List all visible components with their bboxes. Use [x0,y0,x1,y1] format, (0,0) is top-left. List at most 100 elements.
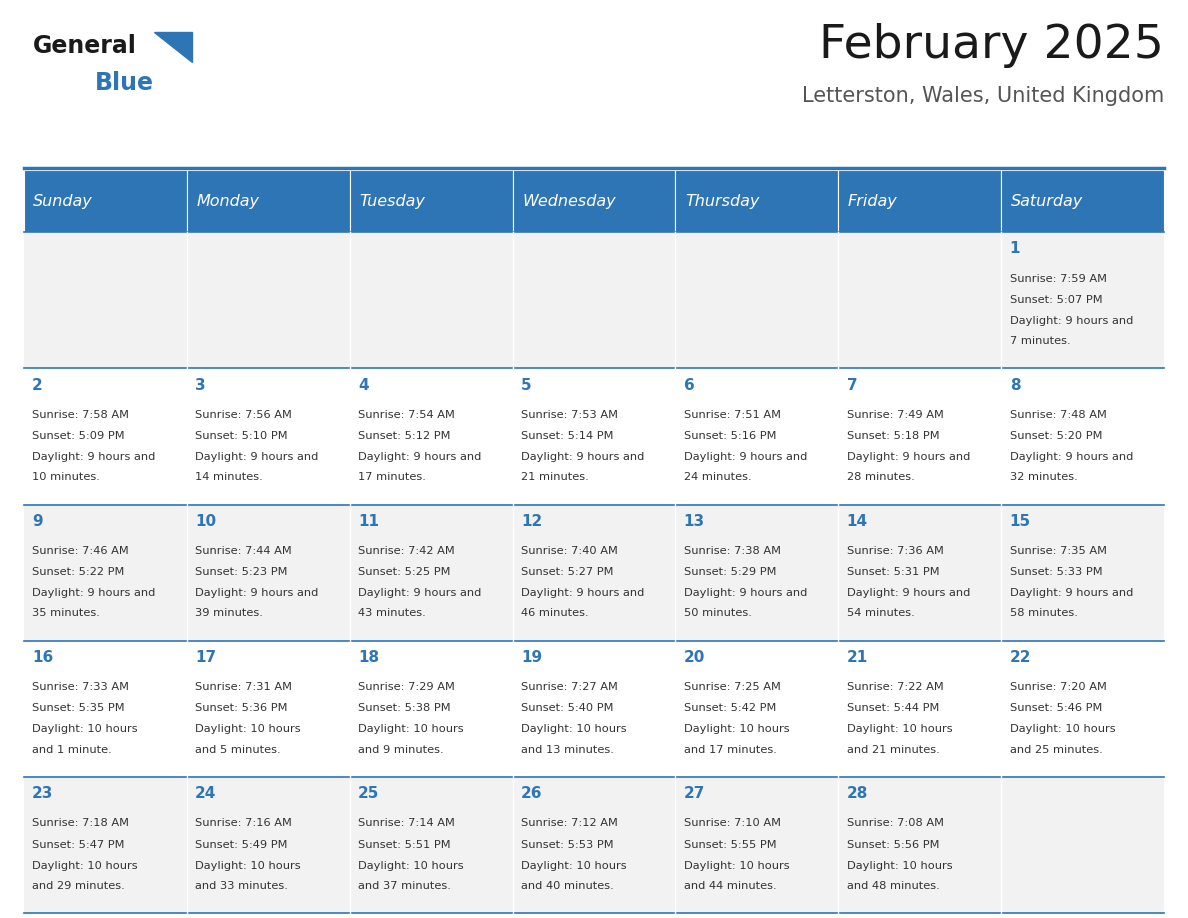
Text: 24 minutes.: 24 minutes. [684,472,751,482]
Text: 13: 13 [684,514,704,529]
Text: 17 minutes.: 17 minutes. [358,472,425,482]
Text: 58 minutes.: 58 minutes. [1010,609,1078,619]
Text: 8: 8 [1010,377,1020,393]
Text: and 33 minutes.: and 33 minutes. [195,881,287,890]
Text: Sunrise: 7:33 AM: Sunrise: 7:33 AM [32,682,129,692]
Text: Sunrise: 7:38 AM: Sunrise: 7:38 AM [684,546,781,556]
Text: Wednesday: Wednesday [522,194,615,208]
Text: Daylight: 9 hours and: Daylight: 9 hours and [32,588,156,599]
Text: 25: 25 [358,787,379,801]
Text: Sunset: 5:18 PM: Sunset: 5:18 PM [847,431,940,441]
Text: 1: 1 [1010,241,1020,256]
Text: Sunrise: 7:18 AM: Sunrise: 7:18 AM [32,819,129,828]
Text: Daylight: 9 hours and: Daylight: 9 hours and [1010,588,1133,599]
Text: 32 minutes.: 32 minutes. [1010,472,1078,482]
Text: and 5 minutes.: and 5 minutes. [195,744,280,755]
Text: Sunset: 5:12 PM: Sunset: 5:12 PM [358,431,450,441]
Text: 21 minutes.: 21 minutes. [520,472,588,482]
Text: 16: 16 [32,650,53,666]
Text: Daylight: 9 hours and: Daylight: 9 hours and [684,588,807,599]
Text: Sunrise: 7:56 AM: Sunrise: 7:56 AM [195,409,292,420]
Text: 7: 7 [847,377,858,393]
Text: Sunrise: 7:54 AM: Sunrise: 7:54 AM [358,409,455,420]
Text: Daylight: 10 hours: Daylight: 10 hours [684,724,789,734]
Bar [24,778,1164,913]
Text: Sunset: 5:29 PM: Sunset: 5:29 PM [684,567,776,577]
Text: Sunset: 5:25 PM: Sunset: 5:25 PM [358,567,450,577]
Text: 50 minutes.: 50 minutes. [684,609,752,619]
Bar [1001,170,1164,232]
Text: Sunset: 5:09 PM: Sunset: 5:09 PM [32,431,125,441]
Text: 11: 11 [358,514,379,529]
Text: Daylight: 9 hours and: Daylight: 9 hours and [847,452,971,462]
Text: Sunset: 5:49 PM: Sunset: 5:49 PM [195,840,287,849]
Bar [24,170,187,232]
Text: Sunrise: 7:44 AM: Sunrise: 7:44 AM [195,546,292,556]
Text: Daylight: 9 hours and: Daylight: 9 hours and [358,452,481,462]
Text: 46 minutes.: 46 minutes. [520,609,588,619]
Text: Monday: Monday [196,194,259,208]
Text: Daylight: 10 hours: Daylight: 10 hours [358,861,463,870]
Text: Daylight: 10 hours: Daylight: 10 hours [32,724,138,734]
Text: Sunset: 5:27 PM: Sunset: 5:27 PM [520,567,613,577]
Text: Sunrise: 7:22 AM: Sunrise: 7:22 AM [847,682,943,692]
Text: Sunrise: 7:40 AM: Sunrise: 7:40 AM [520,546,618,556]
Text: 2: 2 [32,377,43,393]
Text: Sunrise: 7:27 AM: Sunrise: 7:27 AM [520,682,618,692]
Text: Daylight: 10 hours: Daylight: 10 hours [847,861,953,870]
Text: Sunrise: 7:10 AM: Sunrise: 7:10 AM [684,819,781,828]
Text: Daylight: 9 hours and: Daylight: 9 hours and [195,452,318,462]
Text: 26: 26 [520,787,543,801]
Text: Sunset: 5:36 PM: Sunset: 5:36 PM [195,703,287,713]
Text: and 1 minute.: and 1 minute. [32,744,112,755]
Bar [676,170,839,232]
Text: 27: 27 [684,787,706,801]
Text: 39 minutes.: 39 minutes. [195,609,263,619]
Text: 21: 21 [847,650,868,666]
Text: 22: 22 [1010,650,1031,666]
Text: and 13 minutes.: and 13 minutes. [520,744,614,755]
Text: Daylight: 10 hours: Daylight: 10 hours [195,724,301,734]
Text: Daylight: 10 hours: Daylight: 10 hours [847,724,953,734]
Bar [187,170,349,232]
Text: 54 minutes.: 54 minutes. [847,609,915,619]
Text: Sunset: 5:42 PM: Sunset: 5:42 PM [684,703,776,713]
Text: Sunset: 5:38 PM: Sunset: 5:38 PM [358,703,450,713]
Text: and 48 minutes.: and 48 minutes. [847,881,940,890]
Text: Sunrise: 7:31 AM: Sunrise: 7:31 AM [195,682,292,692]
Text: Sunset: 5:14 PM: Sunset: 5:14 PM [520,431,613,441]
Text: Sunrise: 7:59 AM: Sunrise: 7:59 AM [1010,274,1107,284]
Text: Daylight: 10 hours: Daylight: 10 hours [195,861,301,870]
Bar [24,641,1164,778]
Text: Daylight: 9 hours and: Daylight: 9 hours and [1010,452,1133,462]
Bar [349,170,512,232]
Text: Sunrise: 7:35 AM: Sunrise: 7:35 AM [1010,546,1107,556]
Text: Sunset: 5:44 PM: Sunset: 5:44 PM [847,703,939,713]
Text: and 9 minutes.: and 9 minutes. [358,744,443,755]
Text: and 21 minutes.: and 21 minutes. [847,744,940,755]
Text: Sunrise: 7:51 AM: Sunrise: 7:51 AM [684,409,781,420]
Text: Sunrise: 7:29 AM: Sunrise: 7:29 AM [358,682,455,692]
Text: Daylight: 9 hours and: Daylight: 9 hours and [358,588,481,599]
Text: Daylight: 9 hours and: Daylight: 9 hours and [847,588,971,599]
Text: Sunrise: 7:16 AM: Sunrise: 7:16 AM [195,819,292,828]
Text: and 17 minutes.: and 17 minutes. [684,744,777,755]
Text: 10: 10 [195,514,216,529]
Text: Daylight: 10 hours: Daylight: 10 hours [358,724,463,734]
Text: 15: 15 [1010,514,1031,529]
Text: General: General [33,34,137,58]
Text: 9: 9 [32,514,43,529]
Text: Letterston, Wales, United Kingdom: Letterston, Wales, United Kingdom [802,86,1164,106]
Text: 17: 17 [195,650,216,666]
Text: Sunrise: 7:58 AM: Sunrise: 7:58 AM [32,409,129,420]
Text: 4: 4 [358,377,368,393]
Text: 23: 23 [32,787,53,801]
Text: Sunset: 5:53 PM: Sunset: 5:53 PM [520,840,613,849]
Text: Sunset: 5:16 PM: Sunset: 5:16 PM [684,431,776,441]
Text: Sunset: 5:10 PM: Sunset: 5:10 PM [195,431,287,441]
Text: Sunrise: 7:08 AM: Sunrise: 7:08 AM [847,819,943,828]
Text: Sunrise: 7:48 AM: Sunrise: 7:48 AM [1010,409,1106,420]
Text: Daylight: 10 hours: Daylight: 10 hours [32,861,138,870]
Text: Sunset: 5:47 PM: Sunset: 5:47 PM [32,840,125,849]
Text: Sunrise: 7:42 AM: Sunrise: 7:42 AM [358,546,455,556]
